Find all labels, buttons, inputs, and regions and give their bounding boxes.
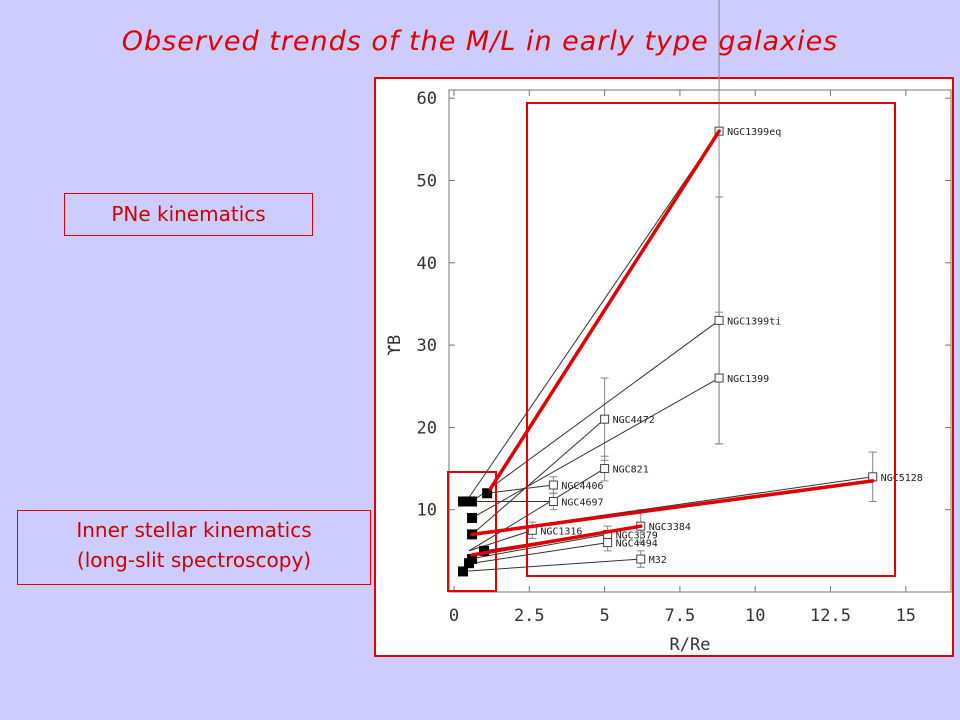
inner-point [482, 488, 493, 499]
inner-point [467, 496, 478, 507]
y-tick-label: 10 [417, 501, 437, 521]
x-tick-label: 7.5 [665, 606, 696, 626]
series-label-ngc1316: NGC1316 [540, 526, 582, 537]
pne-kinematics-text: PNe kinematics [111, 202, 266, 226]
inner-label-line1: Inner stellar kinematics [76, 518, 312, 542]
outer-point-ngc1399 [714, 373, 724, 383]
x-tick-label: 5 [599, 606, 609, 626]
outer-point-ngc4406 [548, 480, 558, 490]
x-axis-label: R/Re [670, 635, 711, 655]
highlight-trend-lines-group [470, 129, 875, 557]
series-line-ngc4494 [471, 542, 608, 564]
series-label-m32: M32 [649, 555, 667, 566]
x-tick-label: 15 [896, 606, 916, 626]
y-tick-label: 50 [417, 172, 437, 192]
x-tick-label: 12.5 [810, 606, 851, 626]
series-label-ngc1399: NGC1399 [727, 374, 769, 385]
axis-ticks-group: 0 2.5 5 7.5 10 12.5 15 10 20 30 40 50 60 [417, 89, 951, 626]
series-label-ngc4697: NGC4697 [561, 497, 603, 508]
series-label-ngc3379: NGC3379 [616, 530, 658, 541]
inner-point [458, 496, 469, 507]
series-label-ngc1399eq: NGC1399eq [727, 127, 781, 138]
series-line-ngc3379 [468, 533, 608, 560]
series-label-ngc4406: NGC4406 [561, 481, 603, 492]
series-line-ngc1399eq [468, 130, 720, 498]
inner-point [458, 566, 469, 577]
series-line-m32 [463, 558, 641, 572]
inner-region-box [447, 471, 497, 592]
highlight-trend-line-3 [470, 524, 643, 557]
highlight-trend-line-2 [470, 479, 875, 537]
series-label-ngc821: NGC821 [613, 465, 649, 476]
outer-point-ngc1399ti [714, 315, 724, 325]
outer-point-ngc4494 [603, 538, 613, 548]
inner-stellar-kinematics-label: Inner stellar kinematics (long-slit spec… [17, 510, 371, 585]
x-tick-label: 0 [449, 606, 459, 626]
series-label-ngc4494: NGC4494 [616, 539, 658, 550]
inner-point [467, 512, 478, 523]
series-line-ngc1399 [471, 377, 720, 519]
series-label-ngc4472: NGC4472 [613, 415, 655, 426]
inner-point [479, 545, 490, 556]
y-tick-label: 40 [417, 254, 437, 274]
inner-label-line2: (long-slit spectroscopy) [76, 548, 312, 572]
outer-point-ngc4697 [548, 496, 558, 506]
series-label-ngc1399ti: NGC1399ti [727, 316, 781, 327]
y-axis-label: ϒB [385, 335, 405, 355]
series-label-ngc5128: NGC5128 [881, 473, 923, 484]
x-tick-label: 2.5 [514, 606, 545, 626]
series-labels-group: NGC1399eq NGC1399ti NGC1399 NGC4472 NGC821 NG… [540, 127, 923, 566]
y-tick-label: 60 [417, 89, 437, 109]
y-tick-label: 20 [417, 418, 437, 438]
pne-kinematics-label: PNe kinematics [64, 193, 313, 236]
outer-point-ngc4472 [600, 414, 610, 424]
series-line-ngc1399ti [471, 320, 720, 502]
plot-area-border [448, 89, 952, 593]
pne-region-box [526, 102, 896, 577]
y-tick-label: 30 [417, 336, 437, 356]
outer-point-ngc821 [600, 464, 610, 474]
slide-title: Observed trends of the M/L in early type… [121, 26, 839, 57]
highlight-trend-line-1 [488, 129, 721, 491]
series-label-ngc3384: NGC3384 [649, 522, 691, 533]
inner-point [464, 558, 475, 569]
series-line-ngc821 [468, 468, 605, 552]
series-line-ngc4472 [471, 418, 605, 535]
series-line-ngc4406 [487, 484, 554, 494]
x-tick-label: 10 [745, 606, 765, 626]
outer-point-m32 [636, 554, 646, 564]
